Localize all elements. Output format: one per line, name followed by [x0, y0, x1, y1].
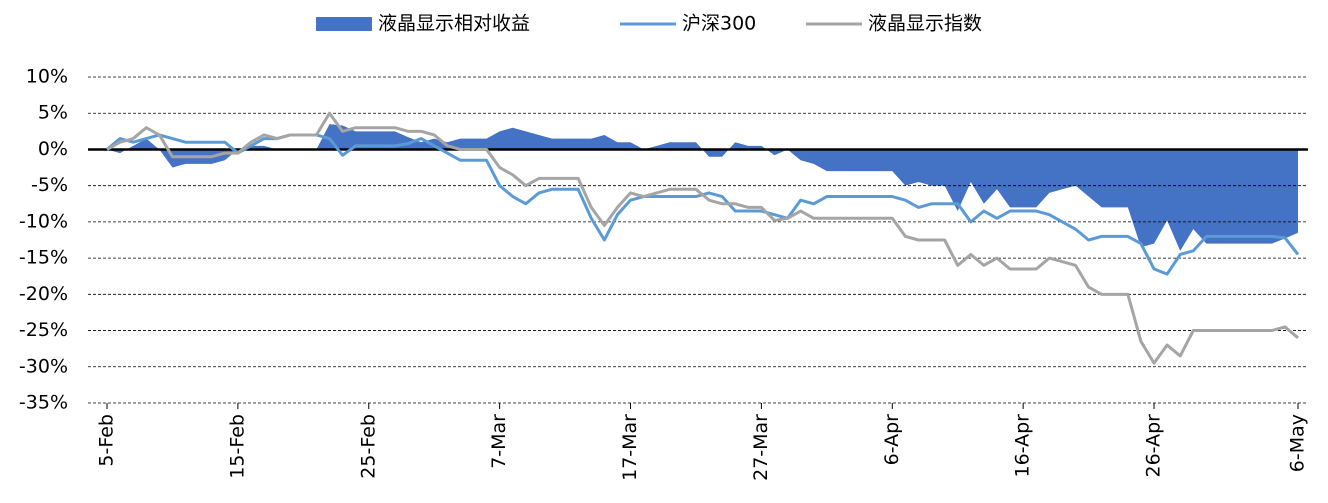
x-tick-label: 26-Apr — [1143, 414, 1165, 478]
x-tick-label: 16-Apr — [1012, 414, 1034, 478]
y-tick-label: 10% — [26, 66, 68, 88]
y-tick-label: 5% — [38, 102, 68, 124]
y-tick-label: -30% — [19, 355, 68, 377]
legend-label: 液晶显示指数 — [868, 13, 982, 35]
y-tick-label: -5% — [31, 174, 68, 196]
y-tick-label: -25% — [19, 319, 68, 341]
x-tick-label: 6-May — [1287, 414, 1309, 472]
y-tick-label: 0% — [38, 138, 68, 160]
line — [106, 111, 1299, 365]
legend-swatch — [316, 17, 372, 31]
x-tick-label: 27-Mar — [750, 414, 772, 481]
x-tick-label: 6-Apr — [881, 414, 903, 466]
y-tick-label: -10% — [19, 210, 68, 232]
y-tick-label: -15% — [19, 247, 68, 269]
area — [107, 124, 1298, 251]
y-tick-label: -35% — [19, 392, 68, 414]
y-tick-label: -20% — [19, 283, 68, 305]
x-tick-label: 7-Mar — [488, 414, 510, 469]
x-tick-label: 25-Feb — [357, 414, 379, 479]
x-tick-label: 17-Mar — [619, 414, 641, 481]
legend-label: 沪深300 — [682, 13, 756, 35]
x-tick-label: 5-Feb — [96, 414, 118, 467]
legend-label: 液晶显示相对收益 — [378, 13, 530, 35]
x-tick-label: 15-Feb — [226, 414, 248, 479]
